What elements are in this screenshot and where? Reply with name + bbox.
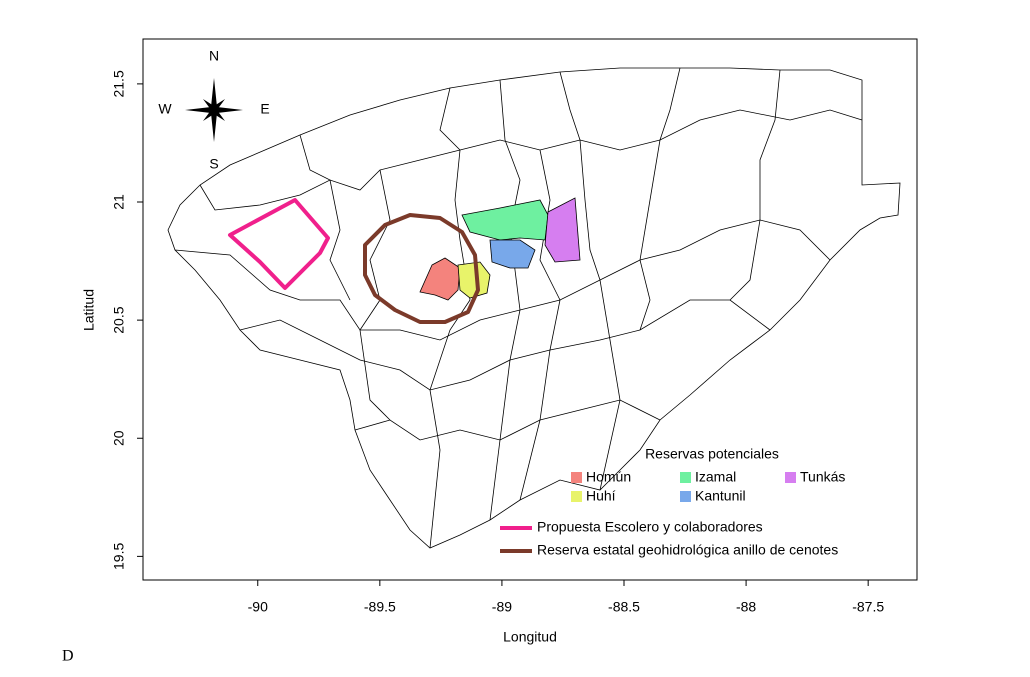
legend-swatch: [785, 472, 796, 483]
legend-label: Izamal: [695, 469, 736, 485]
x-tick-label: -89: [492, 599, 512, 615]
x-tick-label: -89.5: [364, 599, 396, 615]
compass-north: N: [209, 48, 219, 64]
proposal-outline: [228, 198, 330, 290]
legend-label: Huhí: [586, 488, 616, 504]
region-huhi: [457, 261, 491, 299]
x-axis-label: Longitud: [503, 629, 557, 645]
ring-reserve-outline: [363, 213, 480, 324]
state-map: [167, 67, 901, 549]
y-tick-label: 20.5: [111, 306, 127, 333]
compass-star: [214, 107, 243, 113]
legend-swatch: [680, 491, 691, 502]
region-homun: [419, 257, 461, 301]
compass-star: [211, 78, 217, 110]
compass-star: [203, 99, 225, 121]
legend-title: Reservas potenciales: [645, 446, 779, 462]
legend-swatch: [680, 472, 691, 483]
plot-frame: [142, 38, 918, 581]
compass-star: [211, 110, 217, 142]
x-tick-label: -87.5: [852, 599, 884, 615]
municipal-boundary: [199, 109, 863, 211]
legend-label: Homún: [586, 469, 631, 485]
municipal-boundary: [299, 134, 351, 301]
x-tick-label: -90: [248, 599, 268, 615]
region-izamal: [461, 199, 549, 241]
legend-label: Tunkás: [800, 469, 845, 485]
municipal-boundary: [729, 69, 781, 301]
municipal-boundary: [174, 219, 831, 341]
region-tunkas: [544, 197, 581, 263]
legend-label: Reserva estatal geohidrológica anillo de…: [537, 542, 838, 558]
y-tick-label: 20: [111, 430, 127, 446]
compass-east: E: [260, 101, 269, 117]
compass-west: W: [158, 101, 172, 117]
x-tick-label: -88: [736, 599, 756, 615]
panel-label: D: [62, 648, 74, 665]
state-outline: [167, 67, 901, 549]
region-kantunil: [489, 239, 536, 269]
legend-label: Propuesta Escolero y colaboradores: [537, 519, 763, 535]
municipal-boundary: [239, 299, 771, 391]
legend-swatch: [571, 491, 582, 502]
legend-label: Kantunil: [695, 488, 746, 504]
municipal-boundary: [639, 67, 681, 331]
compass-south: S: [209, 156, 218, 172]
x-tick-label: -88.5: [608, 599, 640, 615]
compass-star: [185, 107, 214, 113]
y-tick-label: 19.5: [111, 543, 127, 570]
y-tick-label: 21: [111, 194, 127, 210]
compass: N S E W: [158, 48, 269, 172]
y-tick-label: 21.5: [111, 70, 127, 97]
municipal-boundary: [519, 149, 561, 501]
y-axis-label: Latitud: [81, 289, 97, 331]
municipal-boundary: [489, 79, 521, 521]
reserve-regions: [228, 197, 581, 324]
legend-swatch: [571, 472, 582, 483]
municipal-boundary: [559, 71, 621, 491]
